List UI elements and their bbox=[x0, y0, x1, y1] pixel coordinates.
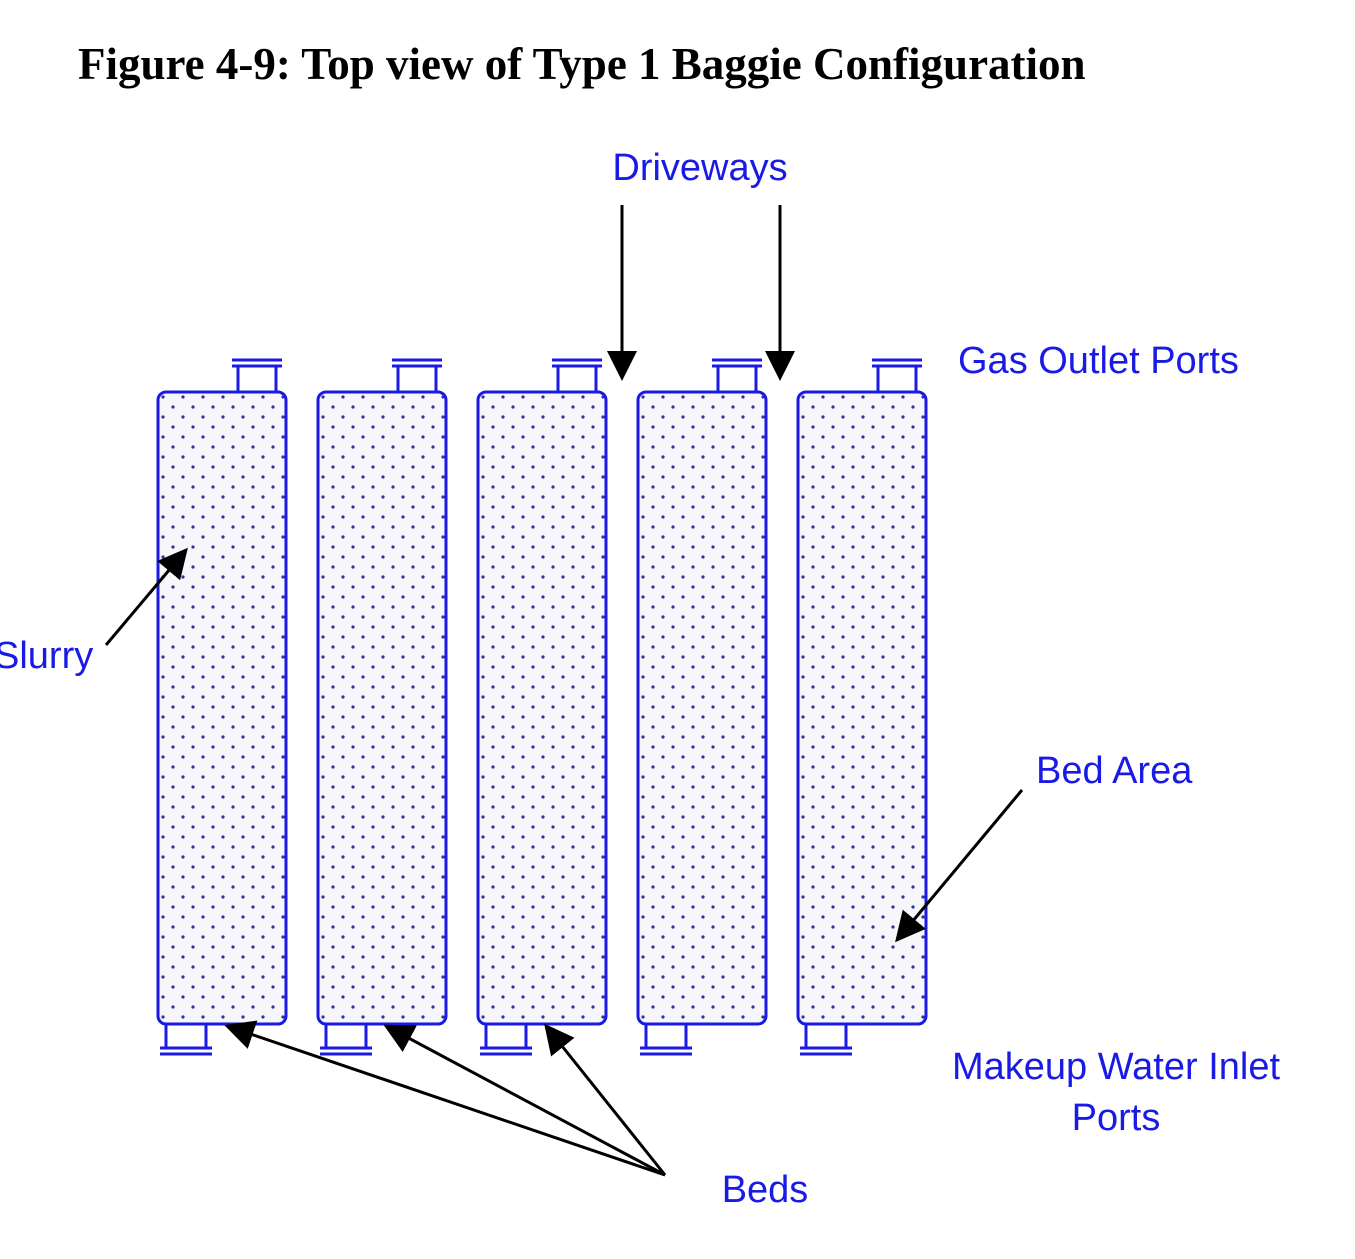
gas-outlet-port bbox=[712, 358, 762, 394]
gas-outlet-port bbox=[392, 358, 442, 394]
gas-outlet-ports-label: Gas Outlet Ports bbox=[958, 340, 1239, 382]
makeup-water-inlet-port bbox=[800, 1022, 852, 1056]
figure-title: Figure 4-9: Top view of Type 1 Baggie Co… bbox=[78, 39, 1086, 89]
bed bbox=[476, 358, 608, 1056]
bed-body bbox=[316, 390, 448, 1026]
beds-arrow-2 bbox=[383, 1024, 666, 1177]
bed-area-arrow bbox=[895, 789, 1024, 943]
bed-body bbox=[636, 390, 768, 1026]
gas-outlet-port bbox=[872, 358, 922, 394]
bed-area-label: Bed Area bbox=[1036, 750, 1193, 792]
gas-outlet-port bbox=[232, 358, 282, 394]
bed-body bbox=[476, 390, 608, 1026]
makeup-water-inlet-port bbox=[640, 1022, 692, 1056]
beds-arrow-1 bbox=[224, 1020, 666, 1177]
bed-body bbox=[796, 390, 928, 1026]
makeup-water-inlet-label: Makeup Water Inlet bbox=[952, 1046, 1281, 1088]
makeup-water-inlet-port bbox=[320, 1022, 372, 1056]
bed bbox=[636, 358, 768, 1056]
makeup-water-inlet-port bbox=[160, 1022, 212, 1056]
makeup-water-inlet-port bbox=[480, 1022, 532, 1056]
arrows bbox=[104, 205, 1024, 1177]
beds-label: Beds bbox=[722, 1169, 809, 1211]
gas-outlet-port bbox=[552, 358, 602, 394]
bed bbox=[796, 358, 928, 1056]
bed bbox=[316, 358, 448, 1056]
beds-group bbox=[156, 358, 928, 1056]
bed bbox=[156, 358, 288, 1056]
beds-arrow-3 bbox=[544, 1023, 667, 1176]
slurry-label: Slurry bbox=[0, 635, 93, 677]
slurry-arrow bbox=[104, 547, 188, 646]
driveways-label: Driveways bbox=[612, 147, 787, 189]
makeup-ports-label: Ports bbox=[1072, 1097, 1161, 1139]
bed-body bbox=[156, 390, 288, 1026]
